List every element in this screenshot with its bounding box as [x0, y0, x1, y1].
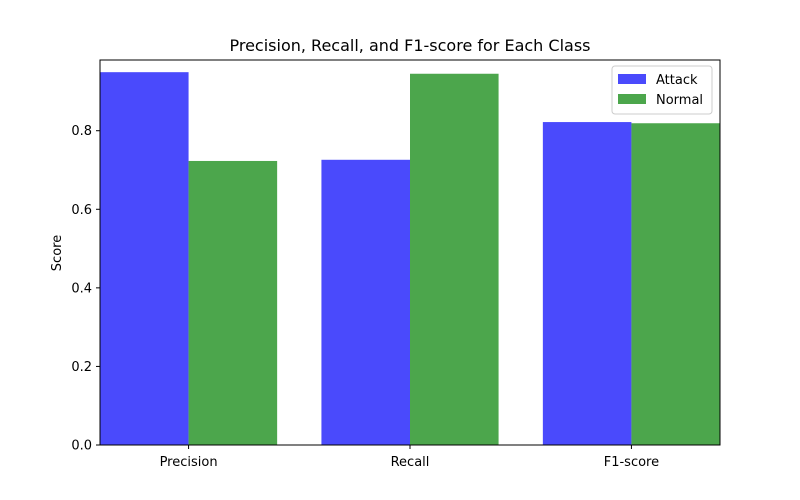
- y-axis-label: Score: [50, 235, 65, 271]
- legend-label-attack: Attack: [656, 73, 698, 88]
- chart-title: Precision, Recall, and F1-score for Each…: [229, 36, 590, 55]
- legend-swatch-normal: [618, 94, 646, 104]
- bar-normal-precision: [188, 160, 278, 445]
- y-tick-label: 0.4: [71, 281, 92, 296]
- y-tick-label: 0.2: [71, 360, 92, 375]
- legend-swatch-attack: [618, 74, 646, 84]
- bar-attack-f1-score: [542, 122, 632, 446]
- bar-normal-f1-score: [631, 123, 720, 445]
- y-tick-label: 0.0: [71, 439, 92, 454]
- x-tick-label: F1-score: [604, 455, 659, 470]
- x-tick-label: Precision: [160, 455, 218, 470]
- y-tick-label: 0.8: [71, 124, 92, 139]
- legend-label-normal: Normal: [656, 93, 703, 108]
- y-tick-label: 0.6: [71, 203, 92, 218]
- bar-attack-precision: [100, 72, 189, 445]
- x-tick-label: Recall: [391, 455, 430, 470]
- bar-normal-recall: [410, 73, 499, 445]
- axes-layer: 0.0 0.2 0.4 0.6 0.8 Precision Recall F1-score: [71, 59, 721, 470]
- bars-layer: [100, 72, 720, 446]
- bar-attack-recall: [321, 159, 410, 446]
- legend: Attack Normal: [611, 65, 713, 115]
